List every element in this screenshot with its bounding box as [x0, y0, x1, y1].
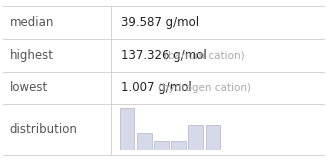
Text: distribution: distribution	[10, 123, 78, 136]
Bar	[137, 133, 152, 150]
Bar	[171, 141, 186, 150]
Bar	[206, 125, 220, 150]
Text: 1.007 g/mol: 1.007 g/mol	[121, 81, 192, 94]
Bar	[120, 108, 134, 150]
Text: lowest: lowest	[10, 81, 48, 94]
Text: 137.326 g/mol: 137.326 g/mol	[121, 49, 207, 62]
Text: highest: highest	[10, 49, 54, 62]
Text: (barium cation): (barium cation)	[164, 50, 245, 60]
Text: median: median	[10, 16, 54, 29]
Bar	[154, 141, 169, 150]
Text: (hydrogen cation): (hydrogen cation)	[158, 83, 251, 93]
Bar	[188, 125, 203, 150]
Text: 39.587 g/mol: 39.587 g/mol	[121, 16, 199, 29]
